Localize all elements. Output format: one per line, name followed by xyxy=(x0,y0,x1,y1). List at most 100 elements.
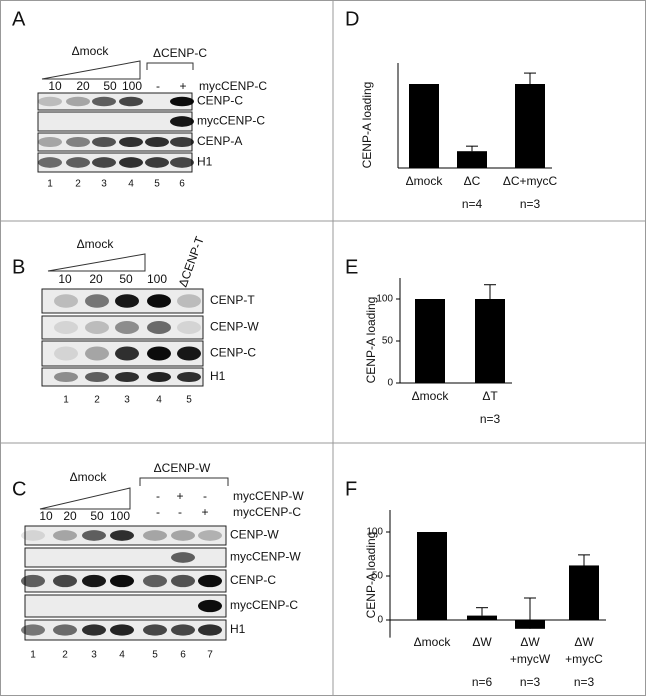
blot-band xyxy=(85,321,109,334)
blot-band xyxy=(198,599,222,613)
y-axis-label: CENP-A loading xyxy=(364,532,378,619)
category-label: +mycC xyxy=(565,652,603,666)
blot-strip xyxy=(41,340,204,367)
lane-number: 2 xyxy=(94,395,100,406)
category-label: Δmock xyxy=(414,635,452,649)
blot-band xyxy=(38,96,62,107)
category-label: ΔW xyxy=(574,635,594,649)
blot-band xyxy=(66,136,90,148)
blot-band xyxy=(198,530,222,541)
category-label: ΔC+mycC xyxy=(503,174,558,188)
blot-band xyxy=(38,157,62,168)
blot-band xyxy=(21,624,45,636)
blot-band xyxy=(53,574,77,588)
titration-label: 50 xyxy=(119,272,133,286)
titration-label: 100 xyxy=(110,509,130,523)
titration-label: 20 xyxy=(76,79,90,93)
lane-number: 7 xyxy=(207,650,213,661)
n-label: n=6 xyxy=(472,675,493,689)
row-label: H1 xyxy=(197,155,213,169)
blot-band xyxy=(115,371,139,383)
blot-band xyxy=(177,371,201,383)
titration-wedge xyxy=(39,487,131,510)
blot-band xyxy=(110,530,134,541)
panel-label: D xyxy=(345,8,359,30)
row-label: CENP-W xyxy=(210,320,259,334)
panel-label: C xyxy=(12,478,26,500)
lane-number: 2 xyxy=(75,179,81,190)
lane-number: 6 xyxy=(179,179,185,190)
lane-number: 2 xyxy=(62,650,68,661)
category-label: Δmock xyxy=(412,389,450,403)
treatment-sign: + xyxy=(201,505,208,519)
lane-number: 4 xyxy=(156,395,162,406)
titration-label: 100 xyxy=(122,79,142,93)
panel-label: A xyxy=(12,8,26,30)
titration-wedge xyxy=(41,60,141,80)
category-label: ΔW xyxy=(520,635,540,649)
blot-band xyxy=(143,624,167,636)
bar xyxy=(569,565,599,620)
lane-number: 3 xyxy=(124,395,130,406)
blot-band xyxy=(147,371,171,383)
row-label: CENP-W xyxy=(230,528,279,542)
blot-band xyxy=(82,624,106,636)
treatment-label: mycCENP-C xyxy=(199,79,267,93)
blot-band xyxy=(92,157,116,168)
group-label: ΔCENP-W xyxy=(154,461,211,475)
panel-label: B xyxy=(12,256,25,278)
lane-number: 5 xyxy=(154,179,160,190)
treatment-sign: - xyxy=(156,505,160,519)
group-label: ΔCENP-C xyxy=(153,46,207,60)
blot-band xyxy=(198,574,222,588)
blot-band xyxy=(85,294,109,308)
titration-label: 10 xyxy=(48,79,62,93)
lane-number: 1 xyxy=(30,650,36,661)
lane-number: 1 xyxy=(63,395,69,406)
blot-band xyxy=(54,294,78,308)
category-label: ΔW xyxy=(472,635,492,649)
treatment-label: mycCENP-C xyxy=(233,505,301,519)
blot-band xyxy=(82,530,106,541)
group-label: Δmock xyxy=(70,470,108,484)
titration-label: 50 xyxy=(103,79,117,93)
bar xyxy=(415,299,445,383)
y-axis-label: CENP-A loading xyxy=(364,297,378,384)
blot-band xyxy=(119,136,143,148)
row-label: H1 xyxy=(210,369,226,383)
treatment-sign: - xyxy=(203,489,207,503)
lane-number: 5 xyxy=(152,650,158,661)
treatment-sign: - xyxy=(156,79,160,93)
blot-band xyxy=(119,157,143,168)
y-tick-label: 50 xyxy=(382,336,394,347)
group-label: Δmock xyxy=(72,44,110,58)
group-label: Δmock xyxy=(77,237,115,251)
row-label: CENP-C xyxy=(197,94,243,108)
y-tick-label: 100 xyxy=(366,527,383,538)
blot-band xyxy=(92,136,116,148)
lane-number: 5 xyxy=(186,395,192,406)
lane-number: 4 xyxy=(128,179,134,190)
row-label: CENP-C xyxy=(210,346,256,360)
blot-strip xyxy=(24,547,227,568)
n-label: n=3 xyxy=(520,197,541,211)
blot-band xyxy=(171,530,195,541)
blot-band xyxy=(38,136,62,148)
blot-band xyxy=(177,294,201,308)
blot-band xyxy=(66,157,90,168)
n-label: n=3 xyxy=(480,412,501,426)
blot-band xyxy=(85,371,109,383)
blot-band xyxy=(53,530,77,541)
category-label: Δmock xyxy=(406,174,444,188)
category-label: ΔT xyxy=(482,389,498,403)
blot-band xyxy=(170,136,194,148)
blot-band xyxy=(171,624,195,636)
panel-label: F xyxy=(345,478,357,500)
blot-band xyxy=(145,157,169,168)
blot-band xyxy=(82,574,106,588)
blot-band xyxy=(147,294,171,308)
blot-band xyxy=(170,116,194,127)
blot-band xyxy=(115,321,139,334)
blot-strip xyxy=(24,594,227,618)
